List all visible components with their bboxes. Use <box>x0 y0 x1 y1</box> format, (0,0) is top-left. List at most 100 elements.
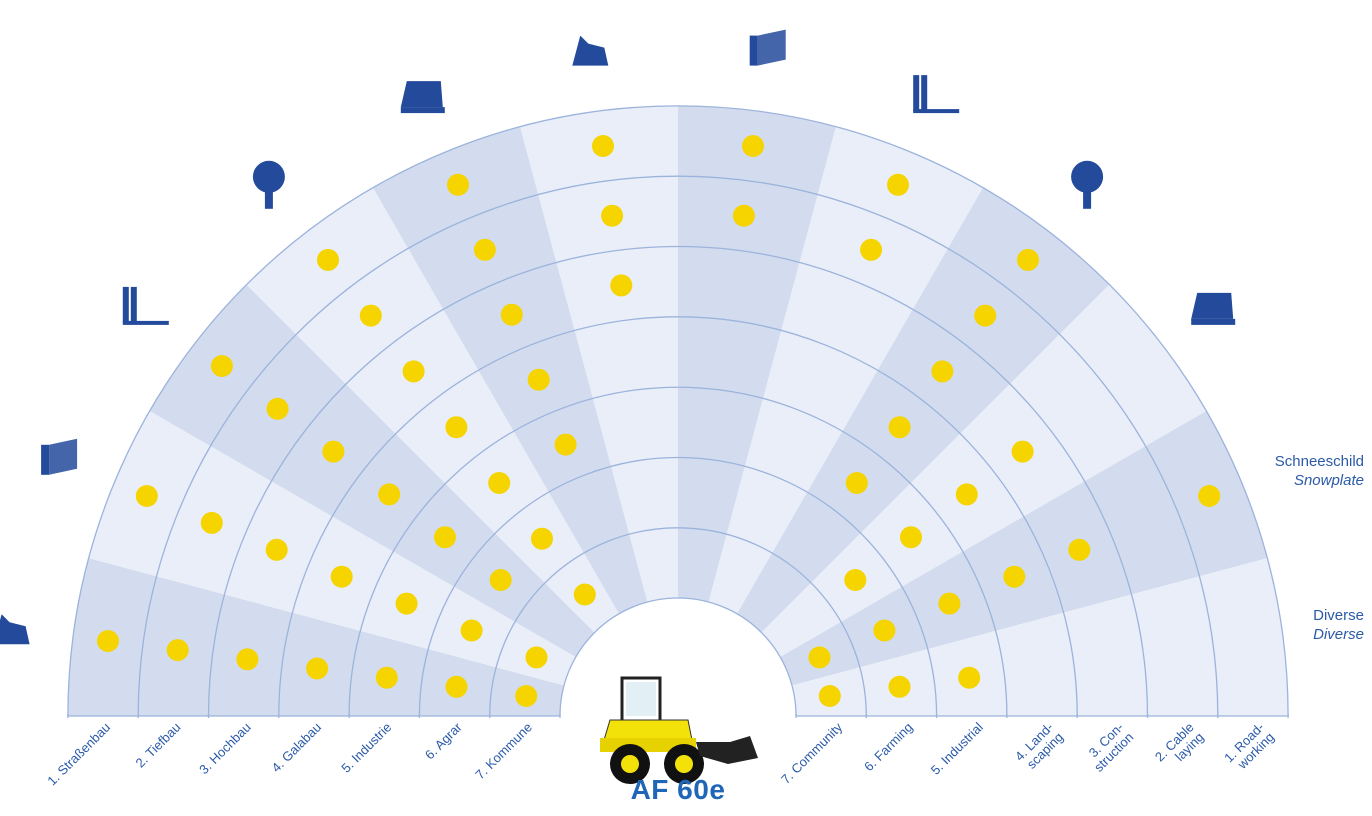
sector-bands <box>65 105 1291 720</box>
ring-arc-4 <box>278 316 1078 717</box>
category-label-en-7: 1. Road-working <box>1221 720 1277 773</box>
ring-arc-3 <box>348 386 1008 717</box>
dot-ring4-sector9 <box>888 416 911 439</box>
category-label-de-6: 6. Agrar <box>422 719 465 762</box>
dot-ring6-sector3 <box>266 397 289 420</box>
model-name: AF 60e <box>630 774 726 805</box>
category-text: 3. Hochbau <box>196 720 254 778</box>
dot-ring7-sector1 <box>97 630 119 652</box>
dot-ring6-sector2 <box>200 511 223 534</box>
category-label-de-7: 7. Kommune <box>472 720 535 783</box>
category-label-de-1: 1. Straßenbau <box>44 720 113 789</box>
snowplate-de: Schneeschild <box>1274 453 1364 470</box>
category-text: 5. Industrie <box>338 720 394 776</box>
dot-ring5-sector3 <box>322 440 345 463</box>
auger-icon <box>1071 160 1104 209</box>
category-label-de-4: 4. Galabau <box>268 720 324 776</box>
dot-ring4-sector10 <box>955 483 978 506</box>
dot-ring7-sector6 <box>592 135 614 157</box>
dot-ring1-sector1 <box>515 685 538 707</box>
dot-ring6-sector9 <box>974 304 997 327</box>
dot-ring5-sector11 <box>1068 538 1091 561</box>
dot-ring7-sector5 <box>447 173 469 196</box>
ring-arc-0 <box>559 597 797 717</box>
dot-ring3-sector10 <box>900 526 922 549</box>
dot-ring6-sector1 <box>166 639 189 662</box>
dot-ring1-sector12 <box>818 685 841 707</box>
category-label-de-3: 3. Hochbau <box>196 720 254 778</box>
sector-band-5 <box>372 126 648 614</box>
dot-ring7-sector8 <box>887 173 909 196</box>
bucket-icon <box>41 438 78 475</box>
dot-ring3-sector11 <box>938 592 961 615</box>
manure-fork-icon <box>749 29 786 66</box>
diverse-en: Diverse <box>1313 626 1364 643</box>
pallet-fork-icon <box>122 286 169 325</box>
dot-ring7-sector4 <box>317 248 339 271</box>
ring-arc-7 <box>67 105 1289 717</box>
dot-ring5-sector5 <box>500 303 523 326</box>
attachment-icons <box>0 29 1236 645</box>
category-text: 6. Agrar <box>422 719 465 762</box>
dot-ring1-sector2 <box>525 646 548 669</box>
category-label-de-5: 5. Industrie <box>338 720 394 776</box>
compatibility-dots <box>97 135 1221 707</box>
ring-arc-5 <box>207 245 1149 717</box>
ring-arc-6 <box>137 175 1219 717</box>
sector-band-12 <box>791 558 1289 716</box>
dot-ring2-sector4 <box>531 527 553 550</box>
sector-band-9 <box>737 187 1110 633</box>
dot-ring6-sector7 <box>732 204 755 227</box>
dot-ring6-sector8 <box>860 238 883 261</box>
dot-ring5-sector4 <box>402 360 425 383</box>
dot-ring7-sector11 <box>1198 485 1221 507</box>
grab-bucket-icon <box>572 35 609 66</box>
dot-ring3-sector12 <box>958 666 981 689</box>
side-label-snowplate: Schneeschild Snowplate <box>1224 452 1364 490</box>
diverse-de: Diverse <box>1313 607 1364 624</box>
snowplate-en: Snowplate <box>1293 472 1364 489</box>
dot-ring4-sector11 <box>1003 565 1026 588</box>
ring-lines <box>67 105 1289 718</box>
loader-illustration <box>600 676 758 784</box>
dot-ring4-sector4 <box>445 416 468 439</box>
dot-ring3-sector4 <box>488 472 511 494</box>
dot-ring7-sector9 <box>1017 248 1039 271</box>
side-label-diverse: Diverse Diverse <box>1224 606 1364 644</box>
sector-band-11 <box>780 410 1268 686</box>
dot-ring4-sector5 <box>527 368 550 391</box>
dot-ring3-sector5 <box>554 433 577 456</box>
dot-ring5-sector9 <box>931 360 954 383</box>
dot-ring4-sector1 <box>306 657 329 680</box>
sector-band-4 <box>246 187 619 633</box>
crane-jib-icon <box>252 160 285 209</box>
sector-band-3 <box>149 284 595 657</box>
dot-ring5-sector10 <box>1011 440 1034 463</box>
category-label-en-3: 5. Industrial <box>928 719 986 777</box>
category-label-de-2: 2. Tiefbau <box>132 720 183 771</box>
dot-ring5-sector6 <box>610 274 633 297</box>
dot-ring1-sector4 <box>573 583 596 606</box>
ring-arc-2 <box>418 456 938 717</box>
sector-band-7 <box>678 105 836 603</box>
dot-ring5-sector1 <box>236 648 259 671</box>
sector-band-8 <box>708 126 984 614</box>
dot-ring2-sector1 <box>445 675 468 698</box>
dot-ring3-sector9 <box>845 472 868 494</box>
dot-ring7-sector2 <box>135 485 158 507</box>
dot-ring3-sector1 <box>375 666 398 689</box>
sector-band-10 <box>761 284 1207 657</box>
category-text: 5. Industrial <box>928 719 986 777</box>
dot-ring4-sector2 <box>330 565 353 588</box>
category-text: 7. Kommune <box>472 720 535 783</box>
category-label-en-1: 7. Community <box>778 719 846 787</box>
category-label-en-5: 3. Con-struction <box>1086 720 1137 775</box>
dot-ring2-sector12 <box>888 675 911 698</box>
dot-ring2-sector11 <box>873 619 896 642</box>
dot-ring7-sector7 <box>742 135 764 157</box>
dot-ring6-sector6 <box>601 204 624 227</box>
category-text: 1. Straßenbau <box>44 720 113 789</box>
category-text: 2. Tiefbau <box>132 720 183 771</box>
